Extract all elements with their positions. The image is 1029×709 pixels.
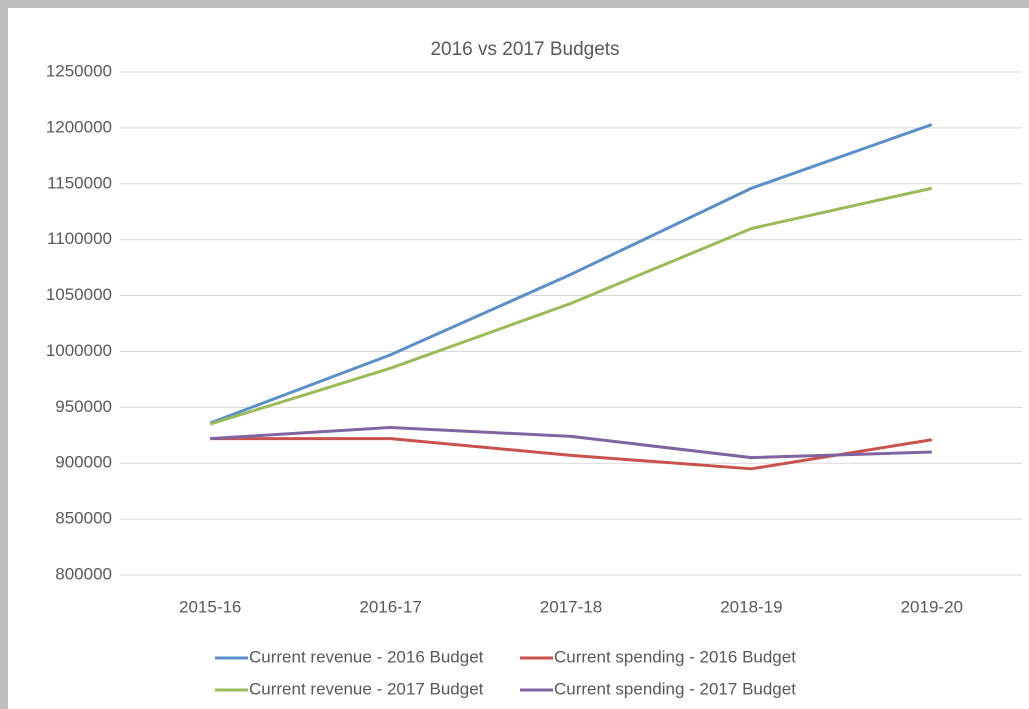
series-line [210, 425, 932, 460]
y-tick-label: 1250000 [46, 61, 112, 80]
legend-label: Current spending - 2016 Budget [554, 647, 796, 666]
x-tick-label: 2019-20 [901, 597, 963, 616]
y-tick-label: 900000 [55, 453, 112, 472]
y-tick-label: 1050000 [46, 285, 112, 304]
y-tick-label: 850000 [55, 509, 112, 528]
series-line [210, 437, 933, 471]
x-tick-label: 2017-18 [540, 597, 602, 616]
legend-label: Current spending - 2017 Budget [554, 679, 796, 698]
y-tick-label: 1150000 [47, 173, 112, 192]
legend-label: Current revenue - 2017 Budget [249, 679, 484, 698]
y-tick-label: 1100000 [47, 229, 112, 248]
legend-label: Current revenue - 2016 Budget [249, 647, 484, 666]
y-tick-label: 1200000 [46, 117, 112, 136]
x-tick-label: 2016-17 [359, 597, 421, 616]
x-tick-label: 2018-19 [720, 597, 782, 616]
series-line [209, 186, 933, 426]
series-line [209, 123, 933, 425]
y-tick-label: 1000000 [46, 341, 112, 360]
chart-title: 2016 vs 2017 Budgets [430, 39, 619, 60]
x-tick-label: 2015-16 [179, 597, 241, 616]
y-tick-label: 950000 [55, 397, 112, 416]
y-tick-label: 800000 [55, 564, 112, 583]
